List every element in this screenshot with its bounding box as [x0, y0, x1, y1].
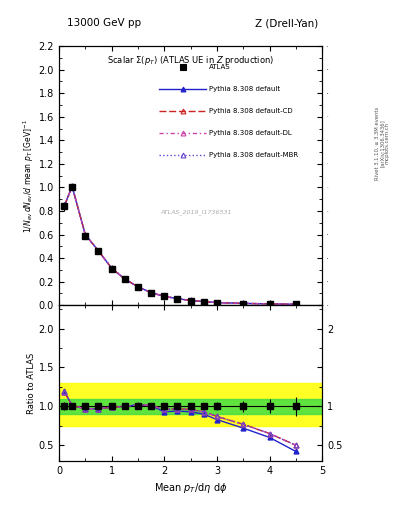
Text: [arXiv:1306.3436]: [arXiv:1306.3436] — [380, 119, 384, 167]
Bar — [59, 383, 322, 426]
Y-axis label: Ratio to ATLAS: Ratio to ATLAS — [27, 352, 36, 414]
Text: Rivet 3.1.10, ≥ 3.3M events: Rivet 3.1.10, ≥ 3.3M events — [375, 106, 379, 180]
Text: Pythia 8.308 default-CD: Pythia 8.308 default-CD — [209, 108, 293, 114]
Text: Scalar $\Sigma(p_T)$ (ATLAS UE in $Z$ production): Scalar $\Sigma(p_T)$ (ATLAS UE in $Z$ pr… — [107, 54, 274, 67]
Text: ATLAS: ATLAS — [209, 64, 231, 70]
Text: 13000 GeV pp: 13000 GeV pp — [67, 18, 141, 28]
X-axis label: Mean $p_T$/d$\eta$ d$\phi$: Mean $p_T$/d$\eta$ d$\phi$ — [154, 481, 227, 495]
Text: Pythia 8.308 default-MBR: Pythia 8.308 default-MBR — [209, 152, 298, 158]
Y-axis label: $1/N_{ev}\,dN_{ev}/d$ mean $p_T$ [GeV]$^{-1}$: $1/N_{ev}\,dN_{ev}/d$ mean $p_T$ [GeV]$^… — [21, 119, 36, 233]
Text: ATLAS_2019_I1736531: ATLAS_2019_I1736531 — [160, 209, 231, 215]
Text: Pythia 8.308 default: Pythia 8.308 default — [209, 86, 280, 92]
Bar — [59, 398, 322, 414]
Text: Pythia 8.308 default-DL: Pythia 8.308 default-DL — [209, 130, 292, 136]
Text: Z (Drell-Yan): Z (Drell-Yan) — [255, 18, 318, 28]
Text: mcplots.cern.ch: mcplots.cern.ch — [385, 122, 389, 164]
